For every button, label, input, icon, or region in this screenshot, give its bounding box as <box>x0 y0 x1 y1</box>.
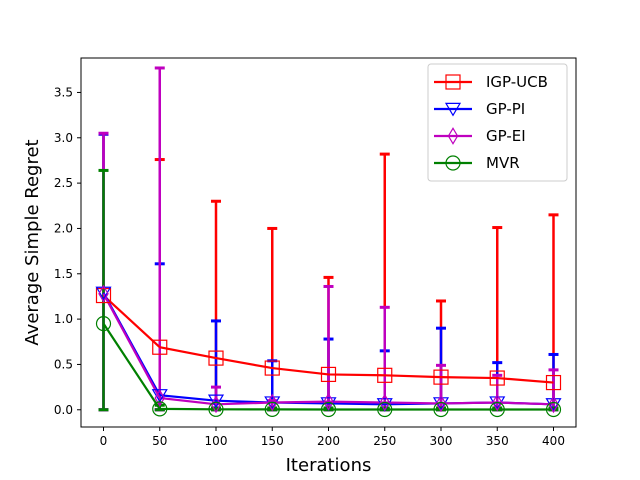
data-point-gp-ei <box>210 395 222 414</box>
y-tick-label: 0.0 <box>54 403 73 417</box>
data-point-igp-ucb <box>208 350 224 366</box>
data-point-mvr <box>489 401 505 418</box>
data-point-mvr <box>545 401 562 418</box>
x-tick-label: 300 <box>430 434 453 448</box>
series-markers <box>95 284 562 418</box>
series-line-gp-ei <box>102 293 554 406</box>
x-tick-label: 50 <box>152 434 167 448</box>
data-point-mvr <box>95 316 112 332</box>
data-point-gp-ei <box>267 393 278 412</box>
y-tick-label: 0.5 <box>54 357 73 371</box>
y-tick-label: 1.5 <box>54 267 73 281</box>
series-line-igp-ucb <box>102 294 554 384</box>
data-point-gp-ei <box>323 392 334 411</box>
x-tick-label: 350 <box>486 434 509 448</box>
data-point-gp-ei <box>492 393 503 412</box>
data-point-gp-ei <box>435 394 447 413</box>
x-axis-label: Iterations <box>286 455 372 476</box>
data-point-gp-ei <box>379 393 390 412</box>
x-tick-label: 150 <box>261 434 284 448</box>
data-point-mvr <box>433 401 449 418</box>
legend-marker-gp-ei <box>447 127 459 145</box>
legend-label-mvr: MVR <box>486 154 520 172</box>
x-axis-ticks: 0 50 100 150 200 250 300 350 400 <box>100 427 565 448</box>
y-tick-label: 1.0 <box>54 312 73 326</box>
data-point-gp-pi <box>95 286 112 301</box>
data-point-mvr <box>320 401 337 418</box>
series-lines <box>102 292 554 411</box>
legend-marker-gp-pi <box>444 102 462 117</box>
x-tick-label: 0 <box>100 434 108 448</box>
data-point-mvr <box>152 401 168 417</box>
data-point-igp-ucb <box>545 374 562 391</box>
legend-label-gp-ei: GP-EI <box>486 127 526 145</box>
data-point-igp-ucb <box>377 367 393 383</box>
legend-box <box>427 63 568 182</box>
legend-marker-mvr <box>445 155 461 171</box>
data-point-igp-ucb <box>264 360 280 376</box>
legend-marker-igp-ucb <box>445 74 461 90</box>
data-point-mvr <box>264 401 280 418</box>
y-tick-label: 3.5 <box>54 85 73 99</box>
x-tick-label: 200 <box>317 434 340 448</box>
data-point-igp-ucb <box>152 339 168 355</box>
legend-label-igp-ucb: IGP-UCB <box>486 73 548 91</box>
data-point-mvr <box>377 401 393 418</box>
y-tick-label: 2.5 <box>54 176 73 190</box>
legend-label-gp-pi: GP-PI <box>486 100 525 118</box>
data-point-gp-ei <box>98 284 109 303</box>
y-tick-label: 2.0 <box>54 221 73 235</box>
data-point-gp-pi <box>207 394 225 409</box>
x-tick-label: 400 <box>542 434 565 448</box>
data-point-igp-ucb <box>320 366 337 383</box>
legend: IGP-UCB GP-PI GP-EI MVR <box>427 63 568 182</box>
x-tick-label: 250 <box>373 434 396 448</box>
data-point-igp-ucb <box>489 370 505 386</box>
data-point-gp-ei <box>548 395 559 414</box>
y-axis-label: Average Simple Regret <box>22 139 43 345</box>
y-tick-label: 3.0 <box>54 131 73 145</box>
data-point-gp-pi <box>545 398 562 412</box>
y-axis-ticks: 0.0 0.5 1.0 1.5 2.0 2.5 3.0 3.5 <box>54 85 81 417</box>
x-tick-label: 100 <box>205 434 228 448</box>
data-point-gp-ei <box>154 389 165 407</box>
data-point-igp-ucb <box>433 369 449 385</box>
data-point-mvr <box>208 401 224 417</box>
